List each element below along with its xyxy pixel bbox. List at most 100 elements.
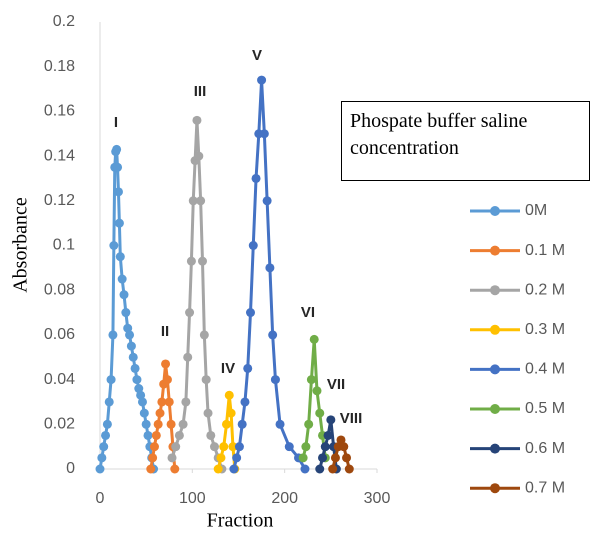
data-point <box>232 453 242 463</box>
data-point <box>342 453 352 463</box>
y-tick-label: 0.02 <box>44 416 75 433</box>
data-point <box>306 375 316 385</box>
data-point <box>224 390 234 400</box>
data-point <box>115 252 125 262</box>
data-point <box>95 464 105 474</box>
peak-label: III <box>194 83 207 100</box>
legend-title: Phospate buffer saline concentration <box>341 101 590 181</box>
data-point <box>161 359 171 369</box>
y-tick-label: 0.08 <box>44 281 75 298</box>
legend-label: 0.5 M <box>525 400 565 417</box>
y-axis-label: Absorbance <box>10 197 32 293</box>
data-point <box>192 115 202 125</box>
data-point <box>265 263 275 273</box>
x-tick-label: 300 <box>364 490 391 507</box>
data-point <box>112 144 122 154</box>
data-point <box>251 173 261 183</box>
peak-label: IV <box>221 360 235 377</box>
y-tick-label: 0.06 <box>44 326 75 343</box>
data-point <box>157 397 167 407</box>
legend-marker <box>490 443 500 454</box>
data-point <box>149 442 159 452</box>
x-tick-label: 200 <box>271 490 298 507</box>
data-point <box>315 464 325 474</box>
y-tick-label: 0.2 <box>53 13 75 30</box>
data-point <box>108 330 118 340</box>
data-point <box>328 464 338 474</box>
data-point <box>194 151 204 161</box>
data-point <box>102 419 112 429</box>
y-tick-label: 0 <box>66 460 75 477</box>
x-tick-label: 100 <box>179 490 206 507</box>
data-point <box>114 218 124 228</box>
data-point <box>304 419 314 429</box>
y-tick-label: 0.04 <box>44 371 75 388</box>
data-point <box>143 430 153 440</box>
legend-marker <box>490 285 500 296</box>
data-point <box>323 430 333 440</box>
x-tick-label: 0 <box>96 490 105 507</box>
data-point <box>229 464 239 474</box>
data-point <box>326 415 336 425</box>
data-point <box>320 442 330 452</box>
legend-marker <box>490 364 500 375</box>
data-point <box>259 129 269 139</box>
data-point <box>125 330 135 340</box>
data-point <box>164 397 174 407</box>
data-point <box>309 334 319 344</box>
data-point <box>126 341 136 351</box>
data-point <box>275 419 285 429</box>
data-point <box>139 408 149 418</box>
data-point <box>109 241 119 250</box>
data-point <box>240 397 250 407</box>
data-point <box>209 442 219 452</box>
legend-label: 0M <box>525 202 547 219</box>
peak-label: VIII <box>340 410 363 427</box>
data-point <box>119 290 129 300</box>
data-point <box>183 352 193 362</box>
series-line <box>170 120 224 470</box>
data-point <box>318 453 328 463</box>
data-point <box>117 274 127 284</box>
peak-label: I <box>114 114 118 131</box>
y-tick-label: 0.18 <box>44 58 75 75</box>
data-point <box>178 419 188 429</box>
peak-label: II <box>161 323 169 340</box>
data-point <box>141 419 151 429</box>
data-point <box>312 386 322 396</box>
data-point <box>315 408 325 418</box>
data-point <box>171 442 181 452</box>
data-point <box>257 75 267 85</box>
data-point <box>132 375 142 385</box>
data-point <box>201 375 211 385</box>
data-point <box>113 162 123 172</box>
legend-label: 0.3 M <box>525 321 565 338</box>
data-point <box>270 375 280 385</box>
data-point <box>330 453 340 463</box>
legend-marker <box>490 206 500 216</box>
data-point <box>219 442 229 452</box>
data-point <box>216 453 226 463</box>
legend-marker <box>490 245 500 256</box>
data-point <box>162 375 172 385</box>
data-point <box>243 363 253 373</box>
data-point <box>301 442 311 452</box>
data-point <box>300 464 310 474</box>
data-point <box>151 430 161 440</box>
peak-label: VI <box>301 304 315 321</box>
y-tick-label: 0.14 <box>44 147 75 164</box>
legend-marker <box>490 324 500 335</box>
data-point <box>203 408 213 418</box>
legend-label: 0.7 M <box>525 479 565 496</box>
data-point <box>234 442 244 452</box>
legend-label: 0.4 M <box>525 361 565 378</box>
data-point <box>170 464 180 474</box>
legend-label: 0.2 M <box>525 281 565 298</box>
data-point <box>206 430 216 440</box>
data-point <box>226 408 236 418</box>
data-point <box>113 187 123 197</box>
data-point <box>246 308 256 318</box>
y-tick-label: 0.16 <box>44 103 75 120</box>
series-line <box>301 339 327 459</box>
data-point <box>104 397 114 407</box>
